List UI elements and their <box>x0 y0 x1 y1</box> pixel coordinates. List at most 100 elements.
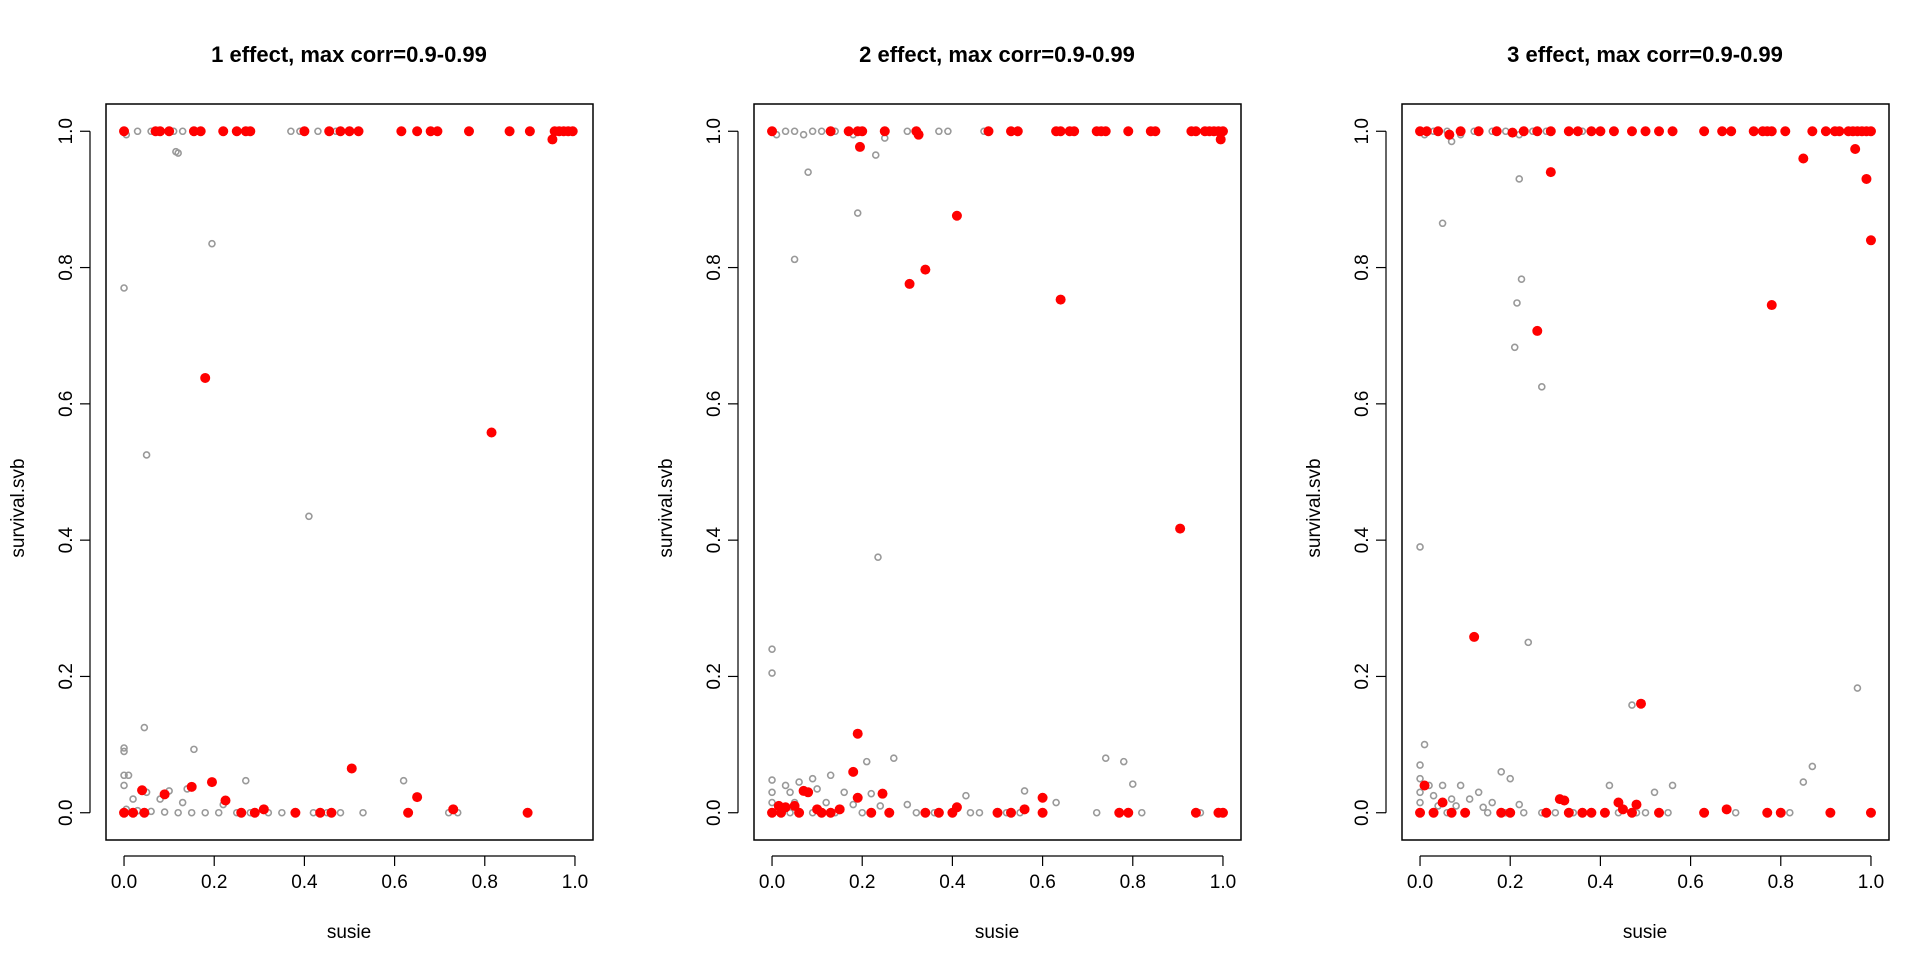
grey-point <box>1517 275 1526 283</box>
red-point <box>1532 325 1543 336</box>
grey-point <box>1808 762 1817 771</box>
grey-point <box>935 127 943 136</box>
x-tick-label: 0.6 <box>381 872 407 893</box>
red-point <box>1640 126 1651 137</box>
red-point <box>1541 807 1552 818</box>
x-tick-label: 0.2 <box>201 872 227 893</box>
grey-point <box>874 553 882 561</box>
x-axis-label: susie <box>1623 922 1667 943</box>
red-point <box>1865 807 1876 818</box>
red-point <box>816 807 827 818</box>
x-tick-label: 0.0 <box>1407 872 1433 893</box>
red-point <box>854 141 865 152</box>
grey-point <box>1510 343 1519 352</box>
y-axis-label: survival.svb <box>656 458 677 557</box>
grey-point <box>1853 684 1862 692</box>
grey-point <box>1519 808 1528 817</box>
y-tick-label: 0.0 <box>704 800 725 826</box>
x-tick-label: 0.6 <box>1677 872 1703 893</box>
red-point <box>920 807 931 818</box>
red-point <box>245 126 256 137</box>
red-point <box>324 126 335 137</box>
grey-point <box>1429 791 1438 800</box>
grey-point <box>1101 754 1110 763</box>
grey-point <box>1664 808 1672 817</box>
red-point <box>1518 126 1529 137</box>
red-point <box>825 807 836 818</box>
plot-frame <box>1401 103 1890 841</box>
grey-point <box>804 168 812 176</box>
red-point <box>992 807 1003 818</box>
red-point <box>1608 126 1619 137</box>
red-point <box>1654 126 1665 137</box>
red-point <box>1865 235 1876 246</box>
grey-point <box>1416 798 1424 807</box>
y-tick-label: 0.6 <box>704 391 725 417</box>
y-tick-label: 1.0 <box>56 118 77 144</box>
grey-point <box>1456 781 1465 790</box>
grey-point <box>129 795 137 803</box>
red-point <box>290 807 301 818</box>
grey-point <box>178 127 187 136</box>
red-point <box>913 129 924 140</box>
grey-point <box>142 451 151 459</box>
y-tick-label: 0.2 <box>704 663 725 689</box>
red-point <box>231 126 242 137</box>
y-tick-label: 0.0 <box>1352 800 1373 826</box>
red-point <box>1586 807 1597 818</box>
red-point <box>412 792 423 803</box>
red-point <box>1123 126 1134 137</box>
red-point <box>1748 126 1759 137</box>
y-tick-label: 0.0 <box>56 800 77 826</box>
x-tick-label: 0.8 <box>1120 872 1146 893</box>
grey-point <box>1128 780 1137 788</box>
grey-point <box>314 127 322 136</box>
grey-point <box>889 754 898 763</box>
grey-point <box>1497 768 1506 776</box>
red-point <box>1599 807 1610 818</box>
red-point <box>834 804 845 815</box>
grey-point <box>768 798 776 807</box>
red-point <box>947 807 958 818</box>
red-point <box>249 807 260 818</box>
grey-point <box>781 127 790 136</box>
red-point <box>1775 807 1786 818</box>
red-point <box>1726 126 1737 137</box>
red-point <box>218 126 229 137</box>
grey-point <box>858 808 867 817</box>
red-point <box>1019 804 1030 815</box>
grey-point <box>1020 787 1029 795</box>
red-point <box>1433 126 1444 137</box>
y-tick-label: 0.2 <box>1352 663 1373 689</box>
red-point <box>852 728 863 739</box>
grey-point <box>1506 774 1515 783</box>
red-point <box>879 126 890 137</box>
grey-point <box>768 645 776 653</box>
red-point <box>463 126 474 137</box>
x-tick-label: 0.2 <box>1497 872 1523 893</box>
red-point <box>547 134 558 145</box>
x-tick-label: 0.8 <box>1768 872 1794 893</box>
red-point <box>877 788 888 799</box>
red-point <box>1469 631 1480 642</box>
x-tick-label: 0.4 <box>939 872 966 893</box>
red-point <box>848 766 859 777</box>
grey-point <box>871 151 880 159</box>
red-point <box>1012 126 1023 137</box>
red-point <box>904 278 915 289</box>
red-point <box>767 807 778 818</box>
plot-frame <box>753 103 1242 841</box>
y-axis-label: survival.svb <box>1304 458 1325 557</box>
red-point <box>1069 126 1080 137</box>
grey-point <box>178 798 187 807</box>
red-point <box>522 807 533 818</box>
red-point <box>1762 807 1773 818</box>
grey-point <box>768 788 776 797</box>
red-point <box>326 807 337 818</box>
red-point <box>1055 294 1066 305</box>
grey-point <box>853 209 862 217</box>
red-point <box>346 763 357 774</box>
grey-point <box>1515 800 1524 809</box>
grey-point <box>120 747 128 756</box>
